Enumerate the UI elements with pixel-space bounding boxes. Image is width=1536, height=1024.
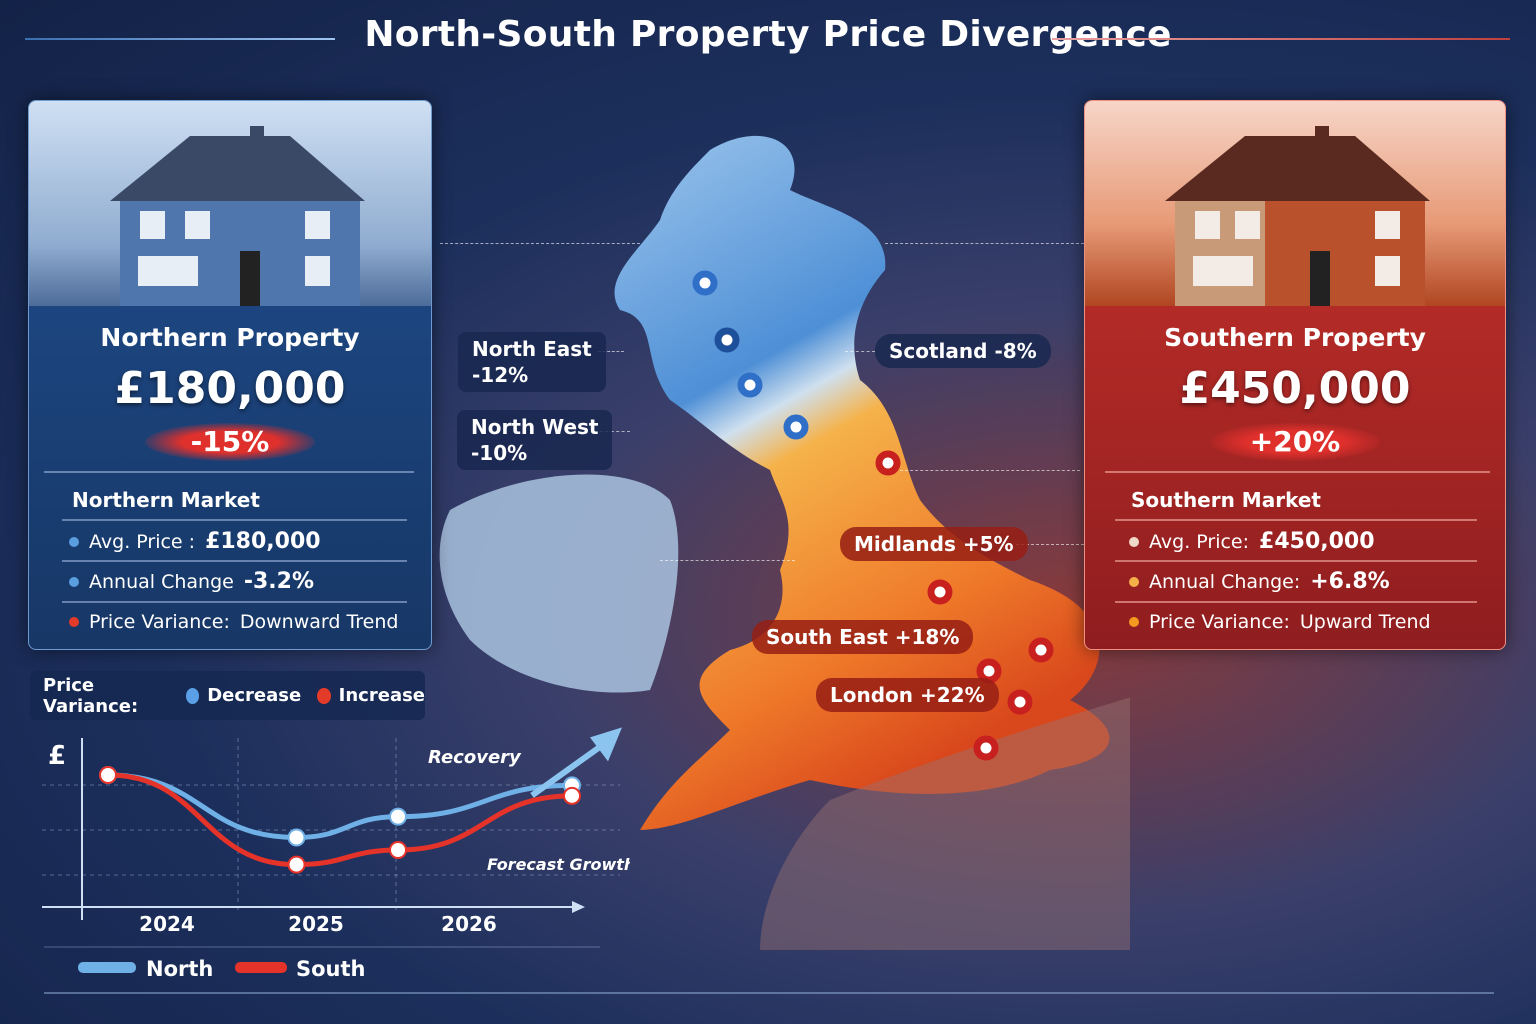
- northern-property-card: Northern Property £180,000 -15% Northern…: [28, 100, 432, 650]
- recovery-arrow: [530, 742, 604, 798]
- annotation-recovery: Recovery: [428, 747, 522, 768]
- price-trend-chart: £ 2024 2025 2026 Recovery Forecast Growth …: [42, 727, 630, 981]
- uk-map: [439, 135, 1130, 950]
- stat-annual-change: Annual Change: +6.8%: [1129, 569, 1390, 594]
- x-tick-label: 2025: [288, 912, 344, 936]
- southern-property-card: Southern Property £450,000 +20% Southern…: [1084, 100, 1506, 650]
- stat-annual-change: Annual Change -3.2%: [69, 569, 314, 594]
- series-line-north: [105, 772, 575, 841]
- map-label-north-west: North West -10%: [457, 410, 613, 470]
- great-britain-shape: [614, 135, 1110, 830]
- footer-divider: [44, 992, 1494, 994]
- section-title: Northern Market: [72, 488, 260, 512]
- x-tick-label: 2024: [139, 912, 195, 936]
- stat-price-variance: Price Variance: Downward Trend: [69, 611, 398, 633]
- price-variance-legend: Price Variance: Decrease Increase: [30, 671, 425, 720]
- leader-line: [845, 351, 875, 352]
- annotation-forecast-growth: Forecast Growth: [487, 855, 630, 874]
- legend-north: North: [146, 957, 213, 981]
- stat-avg-price: Avg. Price: £450,000: [1129, 529, 1375, 554]
- leader-line: [600, 431, 630, 432]
- leader-line: [440, 243, 640, 244]
- page-title: North-South Property Price Divergence: [364, 14, 1172, 55]
- map-label-midlands: Midlands +5%: [840, 527, 1028, 561]
- change-badge: -15%: [145, 423, 315, 461]
- decrease-dot-icon: [185, 687, 200, 704]
- y-axis-label: £: [48, 741, 66, 771]
- leader-line: [598, 351, 624, 352]
- series-line-south: [105, 772, 575, 868]
- legend-swatch-north: [78, 962, 136, 973]
- change-badge: +20%: [1210, 423, 1380, 461]
- map-label-south-east: South East +18%: [752, 620, 974, 654]
- ireland-shape: [439, 474, 679, 693]
- map-label-london: London +22%: [816, 678, 999, 712]
- stat-avg-price: Avg. Price : £180,000: [69, 529, 321, 554]
- leader-line: [660, 560, 795, 561]
- legend-swatch-south: [235, 962, 287, 973]
- leader-line: [1016, 544, 1084, 545]
- data-point-north: [287, 828, 306, 847]
- section-title: Southern Market: [1131, 488, 1321, 512]
- map-label-scotland: Scotland -8%: [875, 334, 1051, 368]
- data-point-south: [287, 855, 306, 874]
- data-point-south: [389, 841, 407, 859]
- data-point-south: [563, 786, 581, 805]
- recovery-arrow-head-icon: [590, 727, 622, 762]
- card-title: Northern Property: [100, 323, 360, 352]
- northern-house-image: [29, 101, 431, 306]
- leader-line: [885, 243, 1084, 244]
- title-divider-left: [25, 38, 335, 40]
- leader-line: [900, 470, 1080, 471]
- europe-shape: [760, 697, 1130, 950]
- card-price: £180,000: [114, 363, 346, 414]
- map-pins: [692, 270, 1054, 761]
- map-label-north-east: North East -12%: [458, 332, 606, 392]
- card-title: Southern Property: [1164, 323, 1426, 352]
- legend-south: South: [296, 957, 366, 981]
- southern-house-image: [1085, 101, 1505, 306]
- increase-dot-icon: [317, 687, 331, 704]
- card-price: £450,000: [1179, 363, 1411, 414]
- stat-price-variance: Price Variance: Upward Trend: [1129, 611, 1431, 633]
- data-point-north: [389, 807, 407, 826]
- x-tick-label: 2026: [441, 912, 497, 936]
- data-point-south: [99, 766, 117, 784]
- title-divider-right: [1052, 38, 1510, 40]
